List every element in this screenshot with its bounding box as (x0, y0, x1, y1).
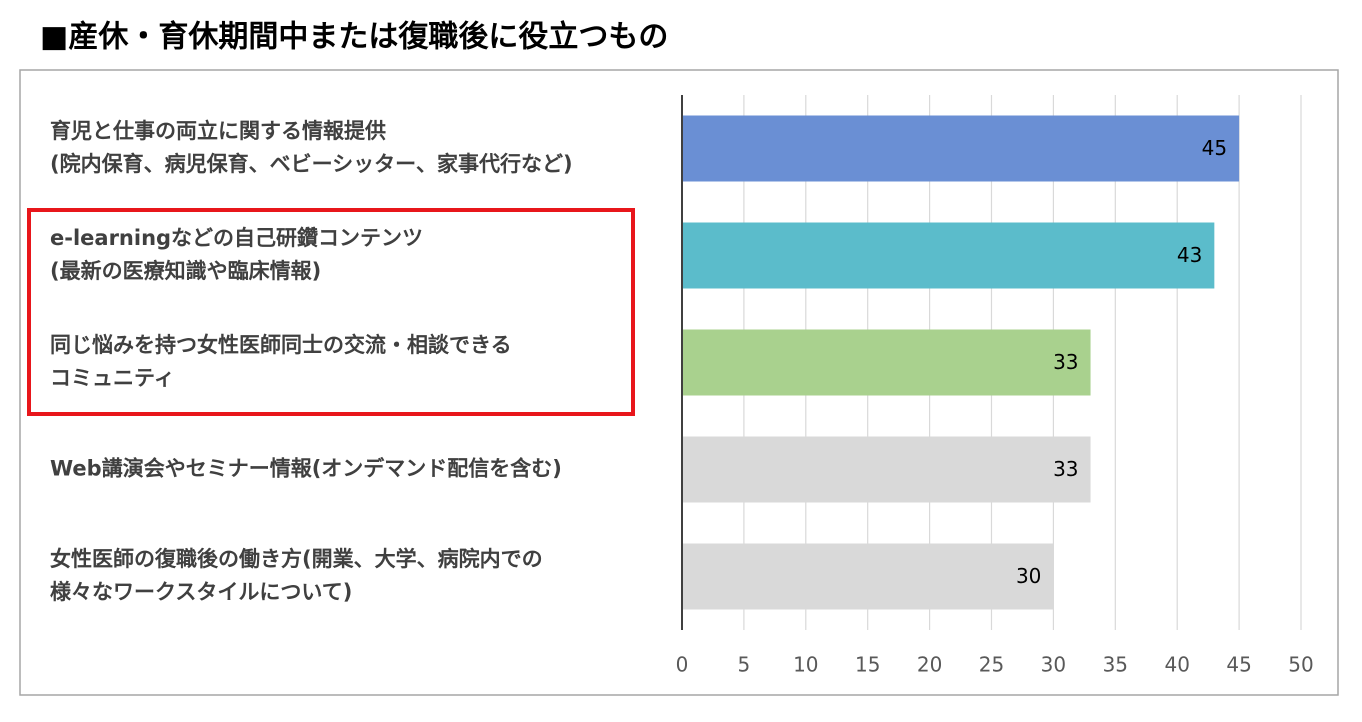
category-label: e-learningなどの自己研鑽コンテンツ (最新の医療知識や臨床情報) (50, 226, 423, 283)
category-label-line: 様々なワークスタイルについて) (50, 580, 352, 604)
bar (682, 222, 1215, 289)
category-label: 育児と仕事の両立に関する情報提供 (院内保育、病児保育、ベビーシッター、家事代行な… (50, 119, 573, 176)
category-label-line: 育児と仕事の両立に関する情報提供 (50, 119, 386, 143)
x-tick-label: 30 (1041, 653, 1066, 677)
value-label: 33 (1053, 350, 1078, 374)
category-label-line: (最新の医療知識や臨床情報) (50, 259, 321, 283)
x-tick-label: 40 (1164, 653, 1189, 677)
bar (682, 329, 1091, 396)
value-label: 43 (1177, 243, 1202, 267)
x-tick-label: 20 (917, 653, 942, 677)
x-tick-label: 25 (979, 653, 1004, 677)
x-tick-label: 15 (855, 653, 880, 677)
x-tick-label: 35 (1103, 653, 1128, 677)
highlight-box (27, 208, 635, 416)
x-tick-label: 0 (676, 653, 689, 677)
category-label-line: e-learningなどの自己研鑽コンテンツ (50, 226, 423, 250)
x-tick-label: 10 (793, 653, 818, 677)
bar (682, 436, 1091, 503)
value-label: 33 (1053, 457, 1078, 481)
x-tick-label: 50 (1288, 653, 1313, 677)
category-label-line: 女性医師の復職後の働き方(開業、大学、病院内での (50, 547, 543, 571)
chart-frame (19, 69, 1339, 696)
chart-title: ■産休・育休期間中または復職後に役立つもの (40, 20, 668, 55)
value-label: 45 (1202, 136, 1227, 160)
value-label: 30 (1016, 564, 1041, 588)
category-label-line: (院内保育、病児保育、ベビーシッター、家事代行など) (50, 152, 573, 176)
category-label: Web講演会やセミナー情報(オンデマンド配信を含む) (50, 457, 562, 481)
bar (682, 543, 1054, 610)
x-tick-label: 45 (1226, 653, 1251, 677)
category-label: 女性医師の復職後の働き方(開業、大学、病院内での様々なワークスタイルについて) (50, 547, 543, 604)
category-label-line: Web講演会やセミナー情報(オンデマンド配信を含む) (50, 457, 562, 481)
bar (682, 115, 1240, 182)
category-label: 同じ悩みを持つ女性医師同士の交流・相談できるコミュニティ (50, 333, 512, 390)
x-tick-label: 5 (738, 653, 751, 677)
category-label-line: 同じ悩みを持つ女性医師同士の交流・相談できる (50, 333, 512, 357)
category-label-line: コミュニティ (50, 366, 175, 390)
